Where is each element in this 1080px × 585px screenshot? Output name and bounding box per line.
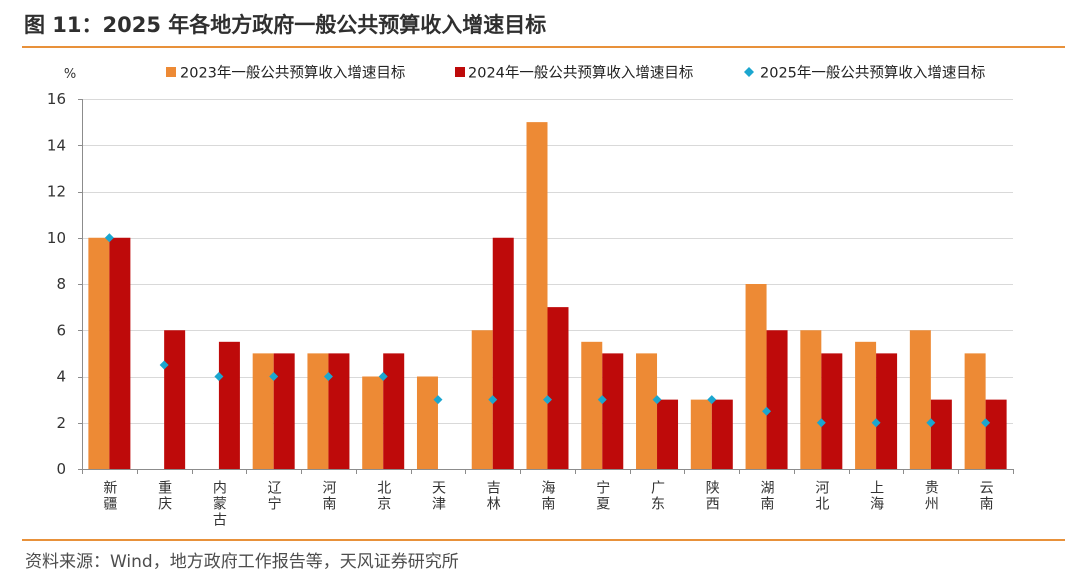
diamond-marks	[104, 233, 991, 428]
bar-marks	[88, 122, 1007, 469]
source-divider	[22, 539, 1065, 541]
source-note: 资料来源：Wind，地方政府工作报告等，天风证券研究所	[25, 552, 459, 572]
x-tick-label: 重庆	[156, 480, 173, 512]
bar-series-0-category-15	[909, 330, 931, 469]
legend: 2023年一般公共预算收入增速目标 2024年一般公共预算收入增速目标 2025…	[166, 65, 985, 82]
y-tick-label: 16	[47, 90, 66, 108]
x-tick-label: 云南	[977, 480, 994, 512]
legend-swatch-series-1	[455, 67, 465, 77]
bar-series-0-category-12	[745, 284, 767, 469]
x-tick-label: 北京	[375, 480, 392, 512]
x-tick-label: 海南	[539, 480, 556, 512]
bar-series-0-category-4	[307, 353, 329, 469]
bar-series-1-category-4	[328, 353, 350, 469]
point-series-2-category-0	[104, 233, 114, 243]
bar-series-1-category-7	[492, 237, 514, 469]
x-tick-label: 河南	[320, 480, 337, 512]
figure-title: 图 11：2025 年各地方政府一般公共预算收入增速目标	[24, 13, 547, 37]
point-series-2-category-6	[433, 395, 443, 405]
x-tick-label: 湖南	[758, 480, 775, 512]
point-series-2-category-13	[816, 418, 826, 428]
bar-series-0-category-0	[88, 237, 110, 469]
point-series-2-category-4	[323, 372, 333, 381]
point-series-2-category-1	[159, 360, 169, 370]
bar-series-1-category-14	[876, 353, 898, 469]
bar-series-0-category-8	[526, 122, 548, 469]
x-tick-label: 新疆	[101, 480, 118, 512]
y-tick-label: 6	[56, 321, 66, 339]
x-tick-label: 河北	[813, 480, 830, 512]
legend-swatch-series-0	[166, 67, 176, 77]
bar-series-1-category-8	[547, 307, 569, 469]
bar-series-1-category-2	[218, 341, 240, 469]
bar-series-1-category-15	[930, 399, 952, 469]
bar-series-1-category-10	[657, 399, 679, 469]
bar-series-1-category-5	[383, 353, 405, 469]
y-tick-label: 12	[47, 183, 66, 201]
bar-series-0-category-3	[252, 353, 274, 469]
bar-series-0-category-14	[855, 341, 877, 469]
bar-series-0-category-6	[416, 376, 438, 469]
legend-label-series-0: 2023年一般公共预算收入增速目标	[180, 65, 405, 82]
bar-series-0-category-16	[964, 353, 986, 469]
legend-item-series-0: 2023年一般公共预算收入增速目标	[166, 65, 405, 82]
y-tick-label: 0	[56, 460, 66, 478]
x-tick-label: 广东	[649, 480, 666, 512]
point-series-2-category-14	[871, 418, 881, 428]
bar-series-1-category-3	[273, 353, 295, 469]
point-series-2-category-7	[488, 395, 498, 405]
title-divider	[22, 46, 1065, 48]
bar-series-1-category-16	[985, 399, 1007, 469]
y-tick-label: 10	[47, 229, 66, 247]
bar-series-0-category-13	[800, 330, 822, 469]
legend-label-series-2: 2025年一般公共预算收入增速目标	[760, 65, 985, 82]
bar-series-1-category-9	[602, 353, 624, 469]
x-tick-label: 辽宁	[265, 480, 282, 512]
y-tick-label: 4	[56, 368, 66, 386]
point-series-2-category-15	[926, 418, 936, 428]
point-series-2-category-8	[543, 395, 552, 405]
bar-series-0-category-7	[471, 330, 493, 469]
legend-item-series-1: 2024年一般公共预算收入增速目标	[455, 65, 693, 82]
x-tick-label: 上海	[868, 480, 885, 512]
point-series-2-category-16	[981, 418, 991, 428]
point-series-2-category-11	[707, 395, 717, 405]
legend-item-series-2: 2025年一般公共预算收入增速目标	[744, 65, 985, 82]
x-tick-label: 内蒙古	[210, 480, 227, 528]
bar-series-0-category-11	[690, 399, 712, 469]
legend-diamond-icon-series-2	[744, 67, 754, 77]
y-tick-labels: 0 2 4 6 8 10 12 14 16	[47, 90, 66, 478]
point-series-2-category-9	[597, 395, 607, 405]
y-tick-label: 2	[56, 414, 66, 432]
bar-series-0-category-5	[362, 376, 384, 469]
bar-series-1-category-1	[164, 330, 186, 469]
point-series-2-category-2	[214, 372, 224, 381]
axes	[78, 99, 1014, 474]
bar-series-1-category-0	[109, 237, 131, 469]
x-tick-label: 天津	[429, 480, 446, 512]
x-tick-label: 贵州	[922, 480, 939, 512]
y-tick-label: 8	[56, 275, 66, 293]
y-axis-unit-label: %	[64, 67, 76, 82]
bar-series-1-category-13	[821, 353, 843, 469]
x-tick-label: 吉林	[484, 480, 501, 512]
point-series-2-category-12	[762, 406, 772, 416]
bar-series-1-category-11	[711, 399, 733, 469]
point-series-2-category-5	[378, 372, 388, 381]
x-tick-label: 宁夏	[594, 480, 611, 512]
bar-series-0-category-9	[581, 341, 603, 469]
bar-series-1-category-12	[766, 330, 788, 469]
bar-series-0-category-10	[636, 353, 658, 469]
legend-label-series-1: 2024年一般公共预算收入增速目标	[468, 65, 693, 82]
point-series-2-category-3	[269, 372, 279, 381]
point-series-2-category-10	[652, 395, 662, 405]
y-tick-label: 14	[47, 136, 66, 154]
x-tick-label: 陕西	[703, 480, 720, 512]
